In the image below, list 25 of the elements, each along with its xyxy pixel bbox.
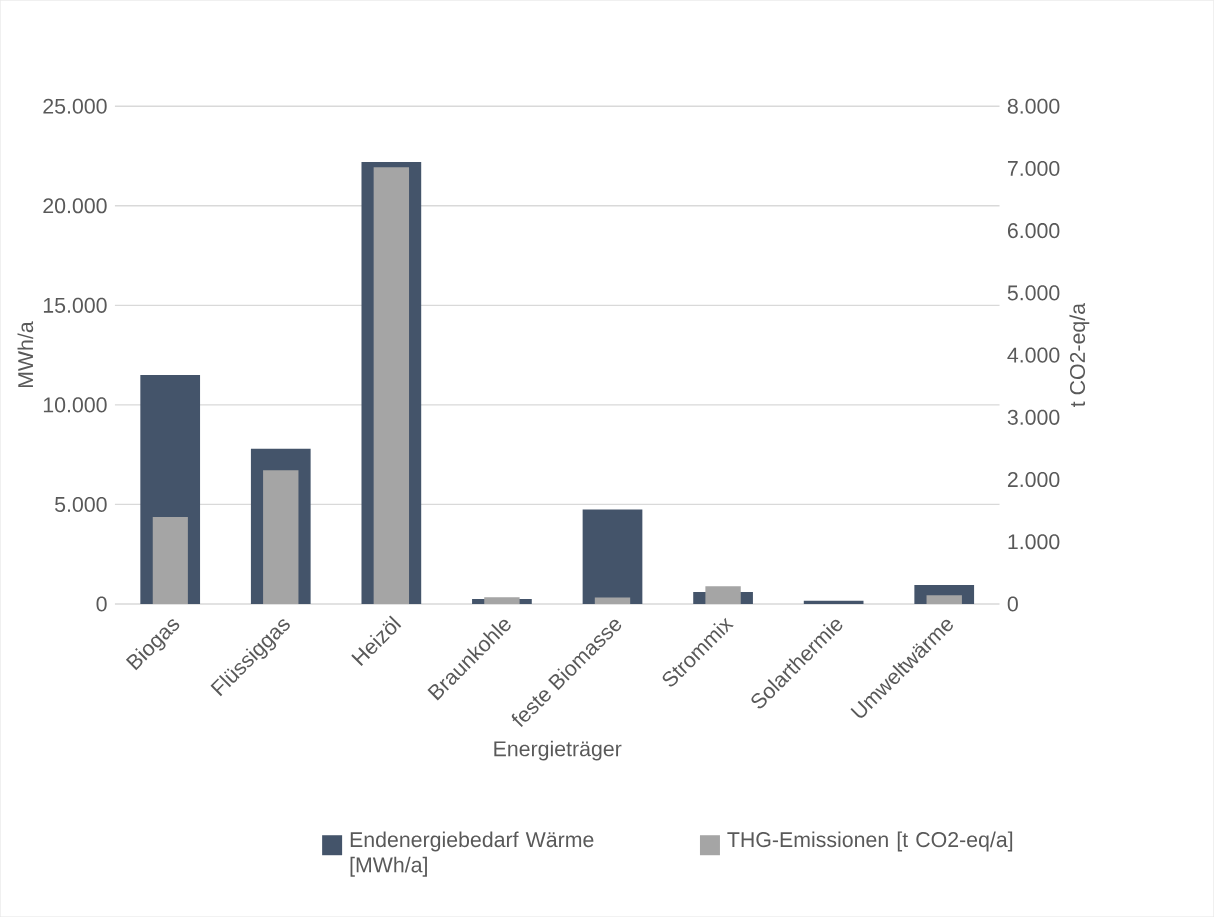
y2-tick-label: 1.000	[1008, 534, 1060, 550]
bar	[582, 509, 643, 604]
y-tick-label: 25.000	[43, 98, 107, 114]
y-tick-label: 10.000	[43, 397, 107, 413]
y2-tick-label: 0	[1007, 596, 1018, 612]
y-tick-label: 5.000	[55, 496, 107, 512]
bar	[594, 597, 631, 604]
y2-tick-label: 3.000	[1007, 409, 1060, 425]
bar	[803, 600, 864, 604]
y2-tick-label: 7.000	[1007, 160, 1060, 176]
y2-tick-label: 6.000	[1007, 223, 1060, 239]
y2-tick-label: 4.000	[1007, 347, 1060, 363]
x-axis-title: Energieträger	[494, 740, 622, 761]
y-tick-label: 0	[96, 596, 107, 612]
bar	[152, 516, 188, 604]
y2-axis-title: t CO2-eq/a	[1069, 302, 1090, 407]
y-tick-label: 20.000	[43, 198, 107, 214]
y2-tick-label: 8.000	[1007, 98, 1060, 114]
y2-tick-label: 5.000	[1007, 285, 1060, 301]
legend-label: THG-Emissionen [t CO2-eq/a]	[727, 831, 1013, 852]
bar	[926, 595, 962, 604]
y-tick-label: 15.000	[43, 297, 107, 313]
y2-tick-label: 2.000	[1007, 471, 1060, 488]
y-axis-title: MWh/a	[17, 321, 34, 388]
legend-label: Endenergiebedarf Wärme [MWh/a]	[350, 831, 594, 877]
